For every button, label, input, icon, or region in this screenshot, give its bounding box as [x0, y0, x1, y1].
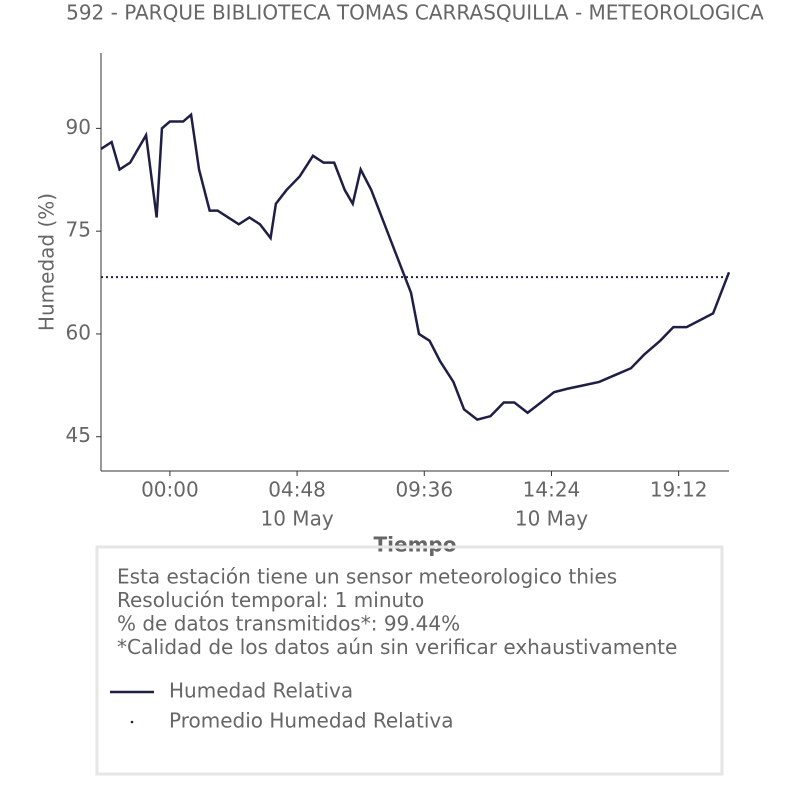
date-label: 10 May — [515, 507, 588, 531]
x-tick-label: 04:48 — [268, 478, 326, 502]
legend-label: Promedio Humedad Relativa — [169, 709, 453, 733]
y-tick-label: 75 — [66, 218, 91, 242]
y-tick-label: 45 — [66, 423, 91, 447]
legend-label: Humedad Relativa — [169, 679, 353, 703]
x-tick-label: 19:12 — [650, 478, 708, 502]
date-label: 10 May — [261, 507, 334, 531]
chart-title: 592 - PARQUE BIBLIOTECA TOMAS CARRASQUIL… — [66, 1, 764, 25]
note: Resolución temporal: 1 minuto — [117, 588, 424, 612]
x-tick-label: 09:36 — [395, 478, 453, 502]
legend-box — [95, 545, 724, 776]
note: % de datos transmitidos*: 99.44% — [117, 612, 460, 636]
legend-dot-swatch — [130, 720, 134, 724]
x-tick-label: 14:24 — [523, 478, 581, 502]
note: Esta estación tiene un sensor meteorolog… — [117, 565, 617, 589]
x-tick-label: 00:00 — [141, 478, 199, 502]
y-axis-label: Humedad (%) — [35, 193, 59, 331]
note: *Calidad de los datos aún sin verificar … — [117, 635, 677, 659]
y-tick-label: 60 — [66, 320, 91, 344]
x-axis-label: Tiempo — [374, 533, 457, 557]
y-tick-label: 90 — [66, 115, 91, 139]
data-line — [100, 112, 731, 421]
